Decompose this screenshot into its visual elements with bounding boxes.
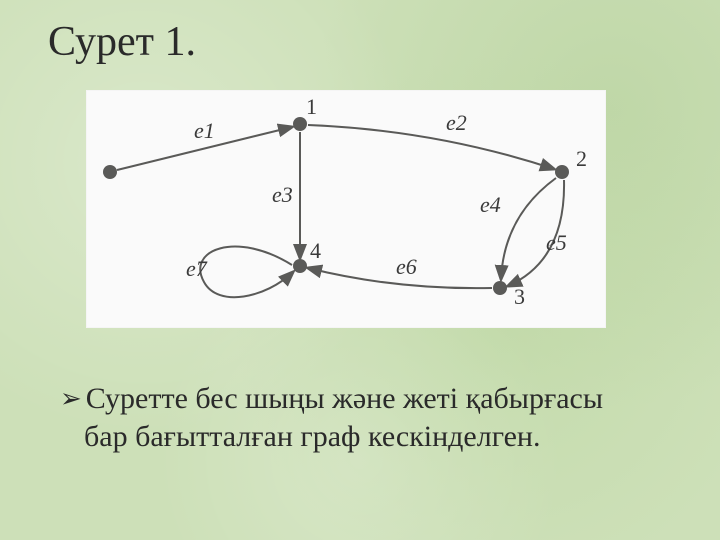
edge-label-e3: e3 [272, 182, 293, 207]
caption-line-2: бар бағытталған граф кескінделген. [84, 420, 541, 453]
caption: ➢Суретте бес шыңы және жеті қабырғасы ба… [60, 380, 650, 455]
graph-svg: e1 e2 e3 e4 e5 e6 e7 1 2 3 4 [86, 90, 606, 328]
node-v2 [555, 165, 569, 179]
node-label-v4: 4 [310, 238, 321, 263]
edge-e2 [308, 125, 554, 169]
node-v3 [493, 281, 507, 295]
graph-figure: e1 e2 e3 e4 e5 e6 e7 1 2 3 4 [86, 90, 606, 328]
node-label-v2: 2 [576, 146, 587, 171]
edge-e7 [200, 247, 293, 298]
edge-label-e6: e6 [396, 254, 417, 279]
node-v1 [293, 117, 307, 131]
edge-label-e2: e2 [446, 110, 467, 135]
node-v4 [293, 259, 307, 273]
edge-label-e1: e1 [194, 118, 215, 143]
caption-line-1: Суретте бес шыңы және жеті қабырғасы [86, 382, 603, 415]
edge-label-e4: e4 [480, 192, 501, 217]
edge-e4 [501, 178, 556, 279]
node-label-v1: 1 [306, 94, 317, 119]
edge-label-e5: e5 [546, 230, 567, 255]
bullet-icon: ➢ [60, 383, 82, 416]
graph-edge-labels: e1 e2 e3 e4 e5 e6 e7 [186, 110, 567, 281]
node-v0 [103, 165, 117, 179]
page-title: Сурет 1. [48, 18, 196, 66]
node-label-v3: 3 [514, 284, 525, 309]
edge-label-e7: e7 [186, 256, 208, 281]
